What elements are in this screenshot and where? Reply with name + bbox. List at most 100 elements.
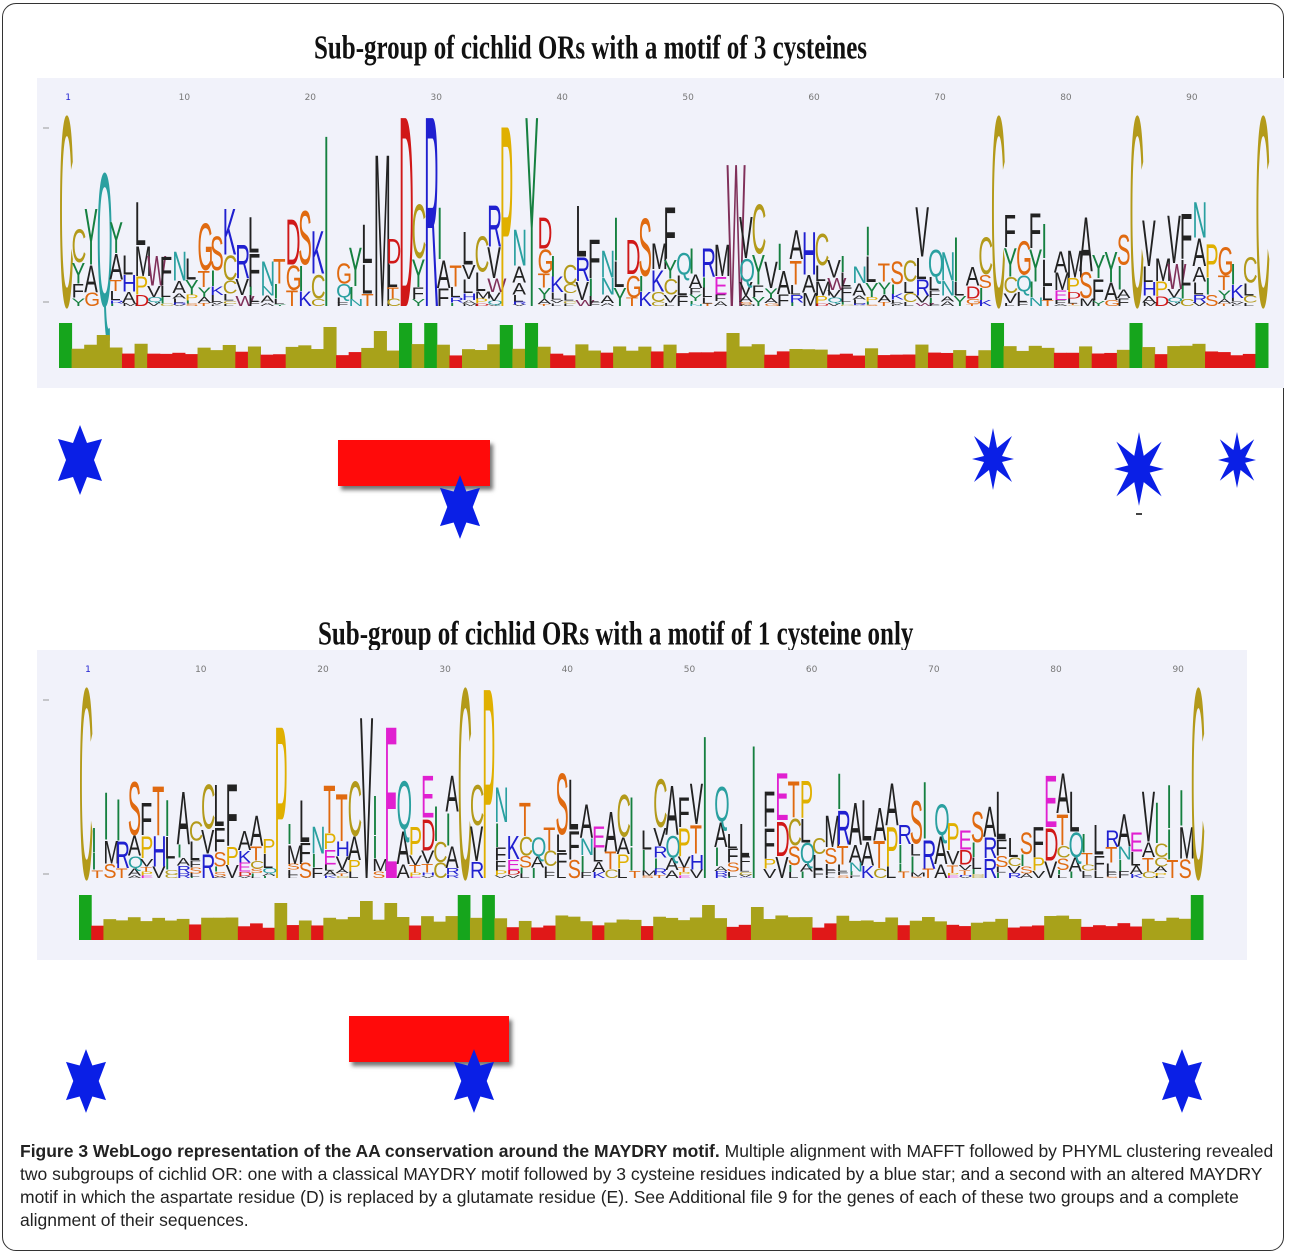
logo-letter: T (538, 271, 550, 293)
logo-letter: S (865, 304, 879, 306)
logo-letter: F (678, 790, 690, 837)
logo-letter: Y (412, 251, 426, 296)
logo-letter: V (512, 304, 526, 306)
logo-letter: G (286, 259, 302, 298)
logo-letter: L (299, 788, 310, 855)
logo-letter: V (827, 288, 841, 300)
logo-letter: A (665, 868, 678, 881)
logo-letter: M (372, 855, 388, 875)
logo-letter: Y (613, 283, 627, 312)
conservation-bar (147, 353, 161, 368)
logo-letter: Y (1218, 288, 1232, 302)
logo-letter: N (941, 244, 956, 290)
logo-letter: A (852, 295, 866, 301)
logo-letter: I (689, 301, 695, 306)
logo-letter: Y (72, 296, 86, 308)
logo-letter: L (613, 255, 624, 296)
logo-letter: E (946, 875, 959, 879)
logo-letter: F (287, 875, 300, 878)
logo-letter: I (446, 804, 451, 856)
logo-letter: L (1180, 253, 1191, 294)
conservation-bar (235, 351, 249, 368)
logo-letter: I (800, 870, 805, 880)
logo-letter: I (262, 875, 267, 878)
logo-letter: M (103, 833, 119, 871)
logo-letter: P (946, 815, 959, 859)
logo-letter: C (223, 277, 238, 298)
conservation-bar (873, 921, 886, 940)
logo-letter: V (653, 822, 667, 851)
star-icon (1162, 1049, 1202, 1113)
logo-letter: L (1069, 781, 1080, 845)
logo-letter: A (1104, 278, 1118, 305)
logo-letter: Y (198, 284, 212, 300)
logo-letter: A (714, 816, 727, 855)
logo-letter: L (1192, 280, 1203, 299)
logo-letter: S (971, 803, 984, 852)
logo-letter: T (109, 276, 121, 294)
conservation-bar (940, 352, 954, 368)
conservation-bar (814, 349, 828, 368)
conservation-bar (1178, 918, 1192, 940)
conservation-bar (386, 350, 400, 368)
conservation-bar (625, 350, 639, 368)
conservation-bar (567, 916, 581, 940)
logo-letter: S (836, 875, 849, 880)
logo-letter: I (116, 788, 121, 854)
logo-letter: I (727, 876, 732, 879)
logo-letter: S (727, 860, 740, 874)
logo-letter: P (135, 271, 149, 300)
logo-letter: R (109, 300, 124, 305)
logo-letter: A (1056, 762, 1069, 826)
logo-letter: L (664, 302, 675, 307)
star-icon (66, 1049, 106, 1113)
conservation-bar (121, 353, 136, 368)
logo-letter: S (910, 788, 923, 857)
logo-letter: D (1155, 293, 1170, 309)
logo-letter: A (1117, 805, 1130, 857)
conservation-bar (286, 925, 300, 940)
logo-letter: F (664, 193, 676, 275)
axis-tick-label: 10 (195, 665, 207, 675)
conservation-bar (789, 348, 803, 368)
logo-letter: F (928, 289, 941, 301)
logo-letter: A (128, 875, 142, 879)
logo-letter: D (507, 869, 521, 876)
logo-letter: V (827, 255, 841, 283)
logo-letter: I (653, 855, 658, 872)
logo-letter: A (512, 261, 526, 288)
logo-letter: L (475, 267, 486, 297)
logo-letter: A (1130, 864, 1143, 877)
logo-letter: V (946, 847, 960, 869)
logo-letter: F (1004, 205, 1016, 257)
logo-letter: S (1056, 854, 1069, 873)
logo-letter: L (995, 866, 1006, 875)
conservation-bar (474, 350, 488, 368)
logo-letter: D (238, 871, 252, 877)
conservation-bar (575, 344, 589, 368)
conservation-bar (210, 350, 224, 368)
logo-letter: I (1180, 283, 1186, 303)
conservation-bar (109, 347, 123, 368)
logo-letter: T (273, 253, 286, 292)
conservation-bar (347, 916, 361, 940)
logo-letter: M (1142, 302, 1159, 308)
logo-letter: D (1044, 819, 1058, 871)
logo-letter: S (1020, 865, 1033, 876)
logo-letter: Q (336, 281, 352, 302)
logo-letter: T (922, 866, 934, 881)
conservation-bar (79, 895, 92, 940)
conservation-bar (865, 348, 879, 368)
logo-letter: A (128, 867, 142, 878)
logo-letter: P (482, 650, 495, 937)
logo-letter: F (311, 865, 323, 882)
caption-body: Multiple alignment with MAFFT followed b… (20, 1141, 1274, 1230)
conservation-bar (587, 350, 602, 368)
logo-letter: T (626, 295, 638, 309)
logo-letter: A (1142, 838, 1155, 862)
logo-letter: L (568, 766, 579, 847)
logo-letter: R (789, 293, 804, 305)
logo-letter: G (336, 259, 352, 290)
logo-letter: C (840, 305, 855, 307)
logo-letter: L (1105, 860, 1116, 875)
